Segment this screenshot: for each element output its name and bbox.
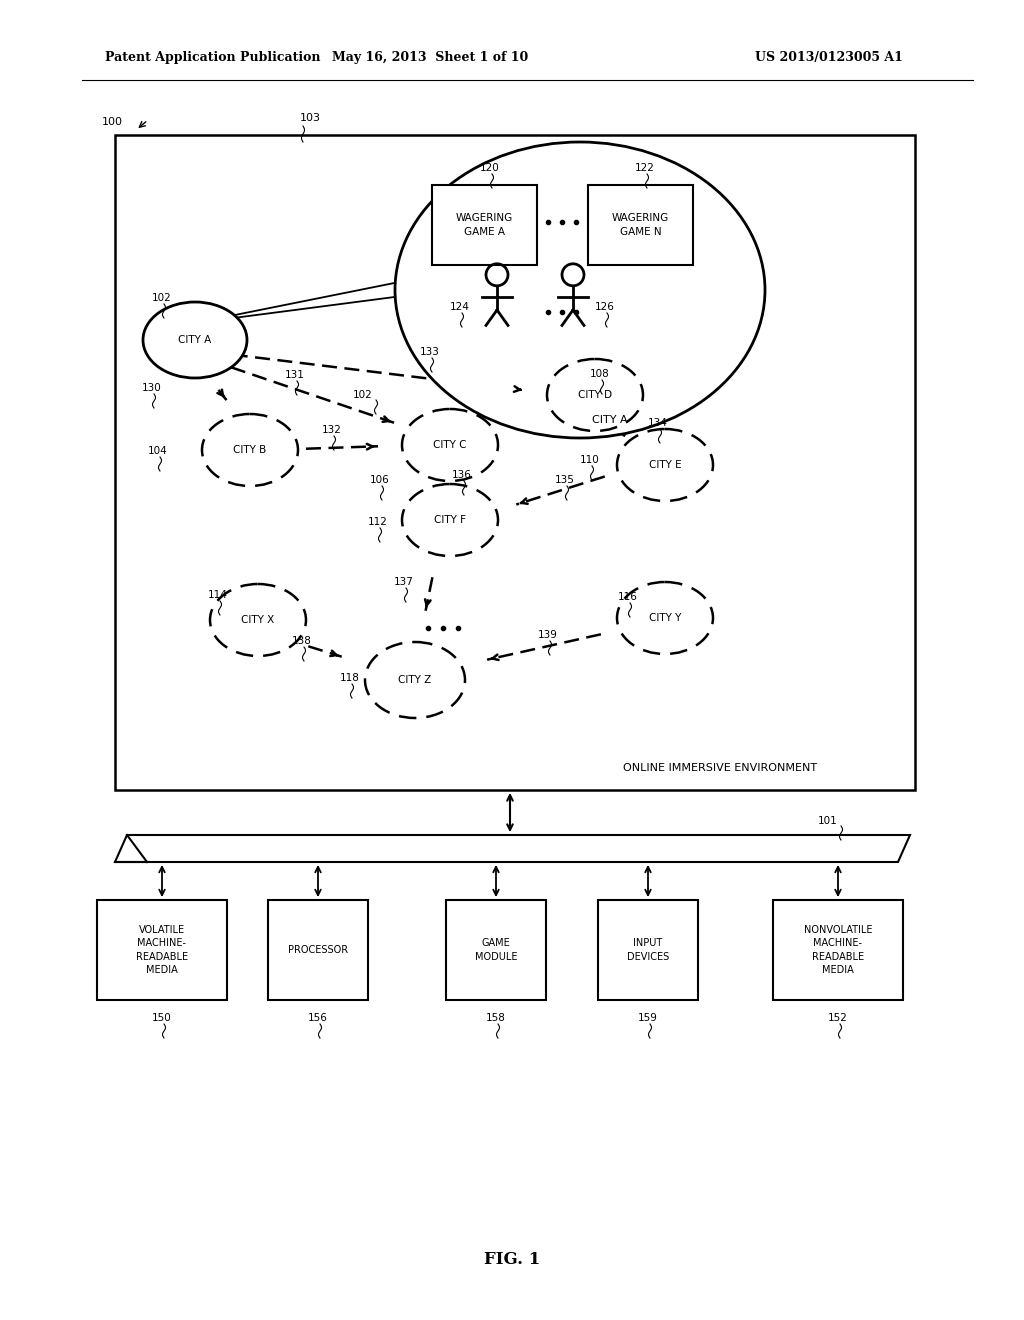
- Ellipse shape: [210, 583, 306, 656]
- Bar: [588, 185, 693, 265]
- Text: 110: 110: [581, 455, 600, 465]
- Ellipse shape: [143, 302, 247, 378]
- Bar: [97, 900, 227, 1001]
- Text: 133: 133: [420, 347, 440, 356]
- Text: 106: 106: [370, 475, 390, 484]
- Text: 158: 158: [486, 1012, 506, 1023]
- Text: Patent Application Publication: Patent Application Publication: [105, 51, 321, 65]
- Text: 100: 100: [102, 117, 123, 127]
- Text: NONVOLATILE
MACHINE-
READABLE
MEDIA: NONVOLATILE MACHINE- READABLE MEDIA: [804, 925, 872, 974]
- Text: CITY Z: CITY Z: [398, 675, 432, 685]
- Text: 136: 136: [452, 470, 472, 480]
- Ellipse shape: [617, 429, 713, 502]
- Text: CITY B: CITY B: [233, 445, 266, 455]
- Text: US 2013/0123005 A1: US 2013/0123005 A1: [755, 51, 903, 65]
- Text: 122: 122: [635, 162, 655, 173]
- Text: 137: 137: [394, 577, 414, 587]
- Text: 116: 116: [618, 591, 638, 602]
- Text: 102: 102: [153, 293, 172, 304]
- Text: PROCESSOR: PROCESSOR: [288, 945, 348, 954]
- Text: 124: 124: [451, 302, 470, 312]
- Text: 126: 126: [595, 302, 615, 312]
- Text: 118: 118: [340, 673, 360, 682]
- Bar: [598, 900, 698, 1001]
- Polygon shape: [115, 836, 910, 862]
- Text: 150: 150: [153, 1012, 172, 1023]
- Text: CITY C: CITY C: [433, 440, 467, 450]
- Text: 108: 108: [590, 370, 610, 379]
- Text: 130: 130: [142, 383, 162, 393]
- Bar: [115, 135, 915, 789]
- Ellipse shape: [547, 359, 643, 432]
- Text: INPUT
DEVICES: INPUT DEVICES: [627, 939, 669, 961]
- Ellipse shape: [402, 409, 498, 480]
- Text: 114: 114: [208, 590, 228, 601]
- Text: 112: 112: [368, 517, 388, 527]
- Ellipse shape: [202, 414, 298, 486]
- Ellipse shape: [395, 143, 765, 438]
- Text: 135: 135: [555, 475, 574, 484]
- Text: 156: 156: [308, 1012, 328, 1023]
- Text: CITY Y: CITY Y: [649, 612, 681, 623]
- Text: 103: 103: [300, 114, 321, 123]
- Text: CITY A: CITY A: [178, 335, 212, 345]
- Bar: [432, 185, 537, 265]
- Text: 120: 120: [480, 162, 500, 173]
- Ellipse shape: [617, 582, 713, 653]
- Text: CITY E: CITY E: [648, 459, 681, 470]
- Text: WAGERING
GAME N: WAGERING GAME N: [612, 214, 669, 236]
- Text: VOLATILE
MACHINE-
READABLE
MEDIA: VOLATILE MACHINE- READABLE MEDIA: [136, 925, 188, 974]
- Text: 152: 152: [828, 1012, 848, 1023]
- Text: 102: 102: [353, 389, 373, 400]
- Text: 159: 159: [638, 1012, 658, 1023]
- Text: CITY A: CITY A: [592, 414, 628, 425]
- Text: 138: 138: [292, 636, 312, 645]
- Text: FIG. 1: FIG. 1: [484, 1251, 540, 1269]
- Text: GAME
MODULE: GAME MODULE: [475, 939, 517, 961]
- Ellipse shape: [365, 642, 465, 718]
- Text: CITY D: CITY D: [578, 389, 612, 400]
- Text: 132: 132: [323, 425, 342, 436]
- Text: 134: 134: [648, 418, 668, 428]
- Text: ONLINE IMMERSIVE ENVIRONMENT: ONLINE IMMERSIVE ENVIRONMENT: [623, 763, 817, 774]
- Bar: [446, 900, 546, 1001]
- Ellipse shape: [402, 484, 498, 556]
- Text: 101: 101: [818, 816, 838, 826]
- Text: WAGERING
GAME A: WAGERING GAME A: [456, 214, 513, 236]
- Bar: [773, 900, 903, 1001]
- Text: CITY X: CITY X: [242, 615, 274, 624]
- Bar: [268, 900, 368, 1001]
- Text: 139: 139: [538, 630, 558, 640]
- Text: 131: 131: [285, 370, 305, 380]
- Text: May 16, 2013  Sheet 1 of 10: May 16, 2013 Sheet 1 of 10: [332, 51, 528, 65]
- Text: CITY F: CITY F: [434, 515, 466, 525]
- Text: 104: 104: [148, 446, 168, 455]
